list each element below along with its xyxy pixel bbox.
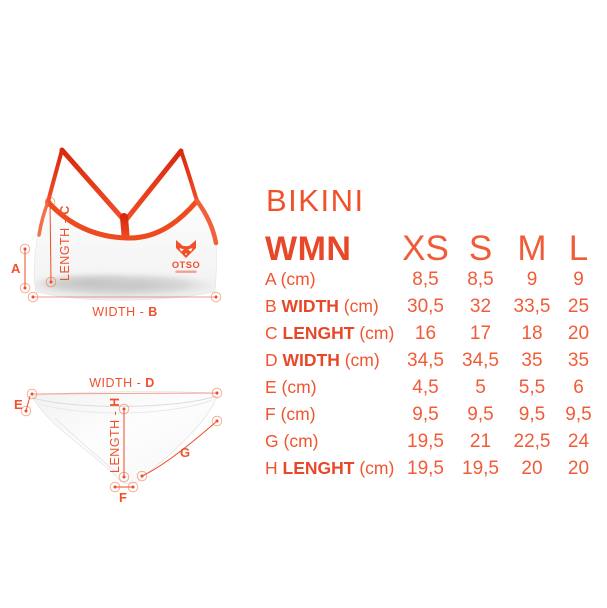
- cell-value: 9,5: [412, 403, 439, 425]
- table-header-row: WMN XS S M L: [265, 222, 603, 266]
- row-label: G (cm): [265, 431, 319, 451]
- measure-c: LENGTH - C: [44, 196, 72, 288]
- table-row: C LENGHT (cm) 16 17 18 20: [265, 320, 603, 347]
- cell-value: 22,5: [513, 430, 551, 452]
- cell-value: 9,5: [467, 403, 494, 425]
- measure-d: WIDTH - D: [26, 376, 223, 400]
- cell-value: 17: [469, 322, 492, 344]
- cell-value: 9: [573, 268, 584, 290]
- cell-value: 35: [521, 349, 543, 371]
- cell-value: 6: [573, 376, 584, 398]
- cell-value: 20: [521, 457, 543, 479]
- cell-value: 16: [414, 322, 437, 344]
- cell-value: 8,5: [467, 268, 494, 290]
- cell-value: 21: [469, 430, 492, 452]
- cell-value: 18: [521, 322, 543, 344]
- bikini-top-shadow: [34, 273, 217, 301]
- measure-g: G: [136, 415, 223, 482]
- row-label: C LENGHT (cm): [265, 323, 395, 343]
- cell-value: 32: [469, 295, 492, 317]
- table-row: D WIDTH (cm) 34,5 34,5 35 35: [265, 347, 603, 374]
- measure-a: A: [11, 243, 31, 294]
- measure-b: WIDTH - B: [27, 291, 222, 319]
- measure-h-label: LENGTH - H: [108, 397, 122, 473]
- row-label: E (cm): [265, 377, 317, 397]
- size-header-s: S: [468, 229, 493, 268]
- table-row: F (cm) 9,5 9,5 9,5 9,5: [265, 401, 603, 428]
- table-row: H LENGHT (cm) 19,5 19,5 20 20: [265, 455, 603, 482]
- measure-a-label: A: [11, 261, 21, 276]
- table-row: A (cm) 8,5 8,5 9 9: [265, 266, 603, 293]
- row-label: H LENGHT (cm): [265, 458, 395, 478]
- fox-icon: [176, 240, 196, 258]
- cell-value: 20: [567, 322, 590, 344]
- page-title: BIKINI: [266, 183, 365, 218]
- measure-e: E: [14, 395, 32, 417]
- bikini-top-straps: [46, 147, 199, 245]
- bikini-bottom-body: [31, 391, 219, 484]
- measure-d-label: WIDTH - D: [89, 376, 155, 390]
- row-label: A (cm): [265, 269, 316, 289]
- cell-value: 4,5: [412, 376, 439, 398]
- table-row: B WIDTH (cm) 30,5 32 33,5 25: [265, 293, 603, 320]
- size-table: WMN XS S M L A (cm) 8,5 8,5 9 9 B WIDTH …: [265, 222, 603, 482]
- size-header-xs: XS: [402, 229, 449, 268]
- logo-text: OTSO: [172, 260, 200, 270]
- size-header-l: L: [568, 229, 589, 268]
- measure-f: F: [109, 481, 139, 505]
- logo-tagline-bar: [175, 270, 197, 273]
- row-label: F (cm): [265, 404, 316, 424]
- cell-value: 8,5: [412, 268, 439, 290]
- measure-g-label: G: [180, 445, 191, 460]
- cell-value: 25: [567, 295, 590, 317]
- cell-value: 5: [475, 376, 486, 398]
- cell-value: 35: [567, 349, 590, 371]
- bikini-top-diagram: OTSO LENGTH - C A WIDTH - B: [11, 147, 222, 319]
- cell-value: 34,5: [407, 349, 444, 371]
- cell-value: 30,5: [407, 295, 444, 317]
- bikini-bottom-diagram: WIDTH - D E LENGTH - H G F: [14, 376, 223, 505]
- cell-value: 19,5: [407, 430, 444, 452]
- otso-logo: OTSO: [172, 240, 200, 273]
- cell-value: 9,5: [518, 403, 546, 425]
- cell-value: 19,5: [462, 457, 499, 479]
- cell-value: 34,5: [462, 349, 499, 371]
- cell-value: 9: [526, 268, 538, 290]
- measure-b-label: WIDTH - B: [92, 305, 158, 319]
- size-header-m: M: [517, 229, 547, 268]
- cell-value: 5,5: [518, 376, 546, 398]
- measure-h: LENGTH - H: [108, 397, 130, 483]
- table-row: E (cm) 4,5 5 5,5 6: [265, 374, 603, 401]
- cell-value: 20: [567, 457, 590, 479]
- cell-value: 9,5: [565, 403, 592, 425]
- bikini-top-trim: [37, 198, 219, 246]
- table-row: G (cm) 19,5 21 22,5 24: [265, 428, 603, 455]
- measure-f-label: F: [119, 490, 127, 505]
- row-label: B WIDTH (cm): [265, 296, 379, 316]
- cell-value: 24: [567, 430, 590, 452]
- measure-c-label: LENGTH - C: [58, 205, 72, 281]
- row-label: D WIDTH (cm): [265, 350, 380, 370]
- fox-icon-details: [179, 244, 193, 256]
- cell-value: 19,5: [407, 457, 444, 479]
- measure-e-label: E: [14, 397, 23, 412]
- gender-label: WMN: [265, 230, 352, 268]
- cell-value: 33,5: [513, 295, 551, 317]
